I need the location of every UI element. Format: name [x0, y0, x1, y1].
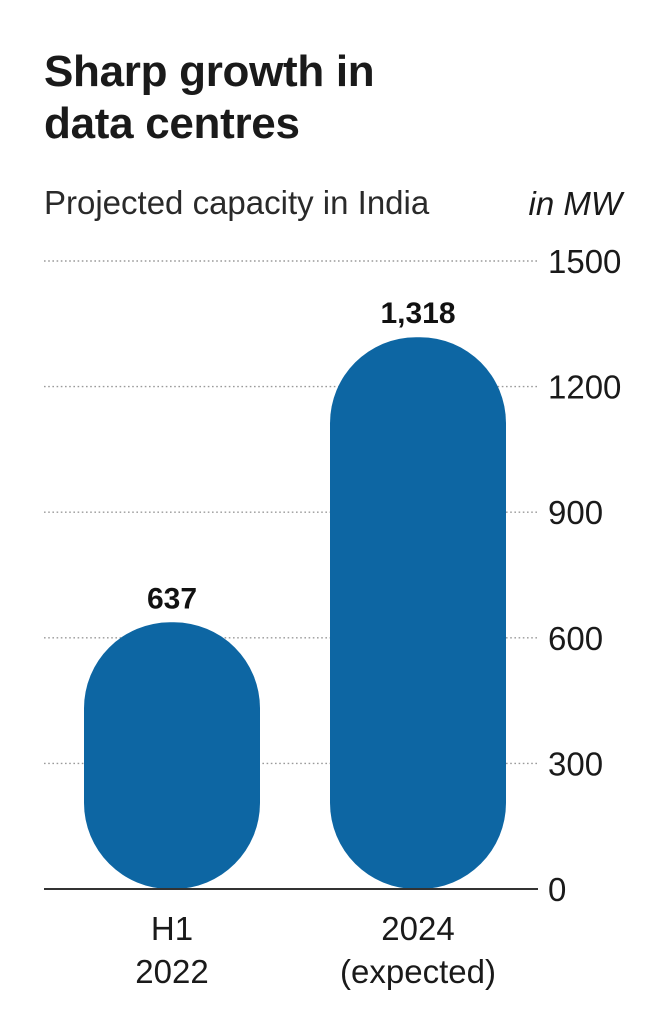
unit-label: in MW	[528, 185, 623, 222]
y-tick-label-900: 900	[548, 494, 603, 531]
y-tick-label-0: 0	[548, 871, 566, 908]
bar-value-label-0: 637	[147, 582, 197, 615]
y-tick-label-600: 600	[548, 620, 603, 657]
y-tick-label-1200: 1200	[548, 369, 621, 406]
y-tick-label-300: 300	[548, 745, 603, 782]
x-category-label-0-line-1: 2022	[135, 953, 208, 990]
bar-1	[330, 337, 506, 889]
x-category-label-0-line-0: H1	[151, 910, 193, 947]
chart-subtitle: Projected capacity in India	[44, 184, 430, 221]
x-category-label-1-line-0: 2024	[381, 910, 454, 947]
bar-value-label-1: 1,318	[380, 297, 455, 330]
chart-title: Sharp growth in data centres	[44, 47, 375, 148]
x-category-label-1-line-1: (expected)	[340, 953, 496, 990]
bar-0	[84, 622, 260, 889]
y-tick-label-1500: 1500	[548, 243, 621, 280]
